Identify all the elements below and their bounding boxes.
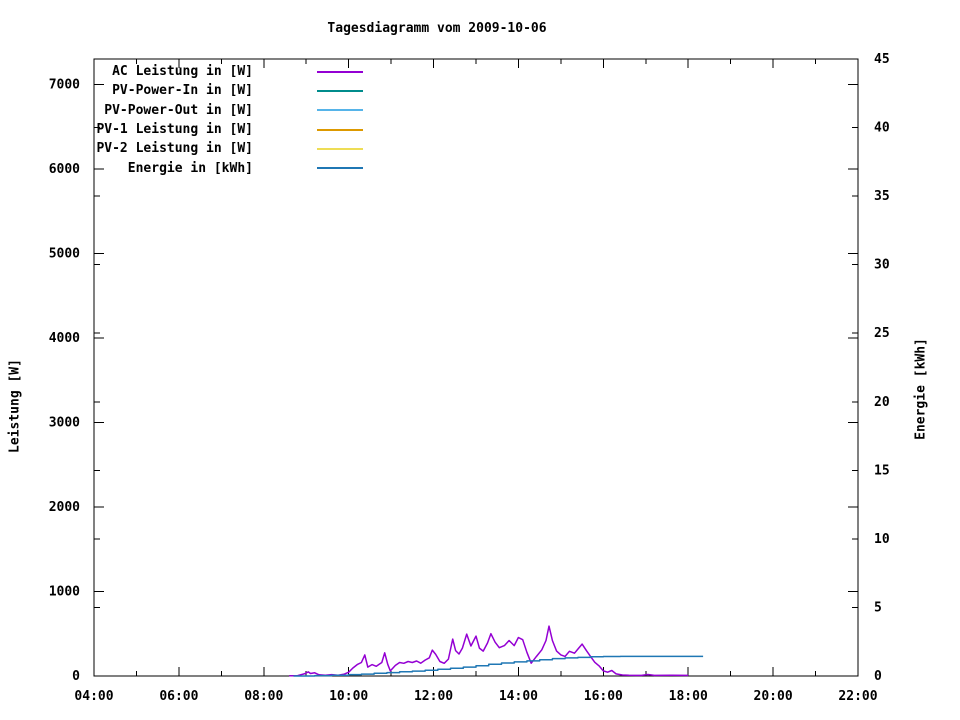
x-tick-label: 18:00: [669, 689, 708, 704]
y-tick-label: 1000: [49, 584, 80, 599]
x-tick-label: 20:00: [754, 689, 793, 704]
legend-line-sample: [317, 128, 363, 131]
y2-tick-label: 30: [874, 258, 890, 273]
series-curve-1: [289, 625, 689, 677]
y2-tick-label: 5: [874, 600, 882, 615]
x-tick-label: 10:00: [329, 689, 368, 704]
y2-tick-label: 45: [874, 52, 890, 67]
legend: AC Leistung in [W] PV-Power-In in [W] PV-P…: [60, 62, 363, 178]
x-tick-label: 22:00: [838, 689, 877, 704]
y2-tick-label: 0: [874, 669, 882, 684]
x-tick-label: 08:00: [244, 689, 283, 704]
y-tick-label: 6000: [49, 162, 80, 177]
x-tick-label: 16:00: [584, 689, 623, 704]
legend-label: AC Leistung in [W]: [112, 64, 253, 80]
x-tick-label: 12:00: [414, 689, 453, 704]
y2-tick-label: 35: [874, 189, 890, 204]
y2-tick-label: 40: [874, 121, 890, 136]
y-tick-label: 2000: [49, 500, 80, 515]
y2-tick-label: 15: [874, 463, 890, 478]
legend-line-sample: [317, 147, 363, 150]
legend-label: PV-Power-Out in [W]: [104, 102, 253, 118]
legend-line-sample: [317, 109, 363, 112]
chart-title: Tagesdiagramm vom 2009-10-06: [327, 21, 547, 36]
legend-item: AC Leistung in [W]: [60, 62, 363, 81]
y-tick-label: 0: [72, 669, 80, 684]
legend-item: PV-Power-In in [W]: [60, 81, 363, 100]
y2-tick-label: 25: [874, 326, 890, 341]
y2-tick-label: 20: [874, 395, 890, 410]
legend-label: PV-2 Leistung in [W]: [96, 141, 253, 157]
y-tick-label: 3000: [49, 415, 80, 430]
y-tick-label: 7000: [49, 77, 80, 92]
legend-label: Energie in [kWh]: [127, 160, 253, 176]
x-tick-label: 04:00: [74, 689, 113, 704]
legend-label: PV-1 Leistung in [W]: [96, 122, 253, 138]
y2-tick-label: 10: [874, 532, 890, 547]
x-tick-label: 06:00: [159, 689, 198, 704]
legend-item: Energie in [kWh]: [60, 158, 363, 177]
x-tick-label: 14:00: [499, 689, 538, 704]
legend-item: PV-2 Leistung in [W]: [60, 139, 363, 158]
y-tick-label: 5000: [49, 246, 80, 261]
legend-item: PV-Power-Out in [W]: [60, 101, 363, 120]
legend-line-sample: [317, 89, 363, 92]
series-curve-6: [293, 655, 704, 677]
legend-line-sample: [317, 70, 363, 73]
y-tick-label: 4000: [49, 331, 80, 346]
legend-label: PV-Power-In in [W]: [112, 83, 253, 99]
legend-item: PV-1 Leistung in [W]: [60, 120, 363, 139]
legend-line-sample: [317, 167, 363, 170]
